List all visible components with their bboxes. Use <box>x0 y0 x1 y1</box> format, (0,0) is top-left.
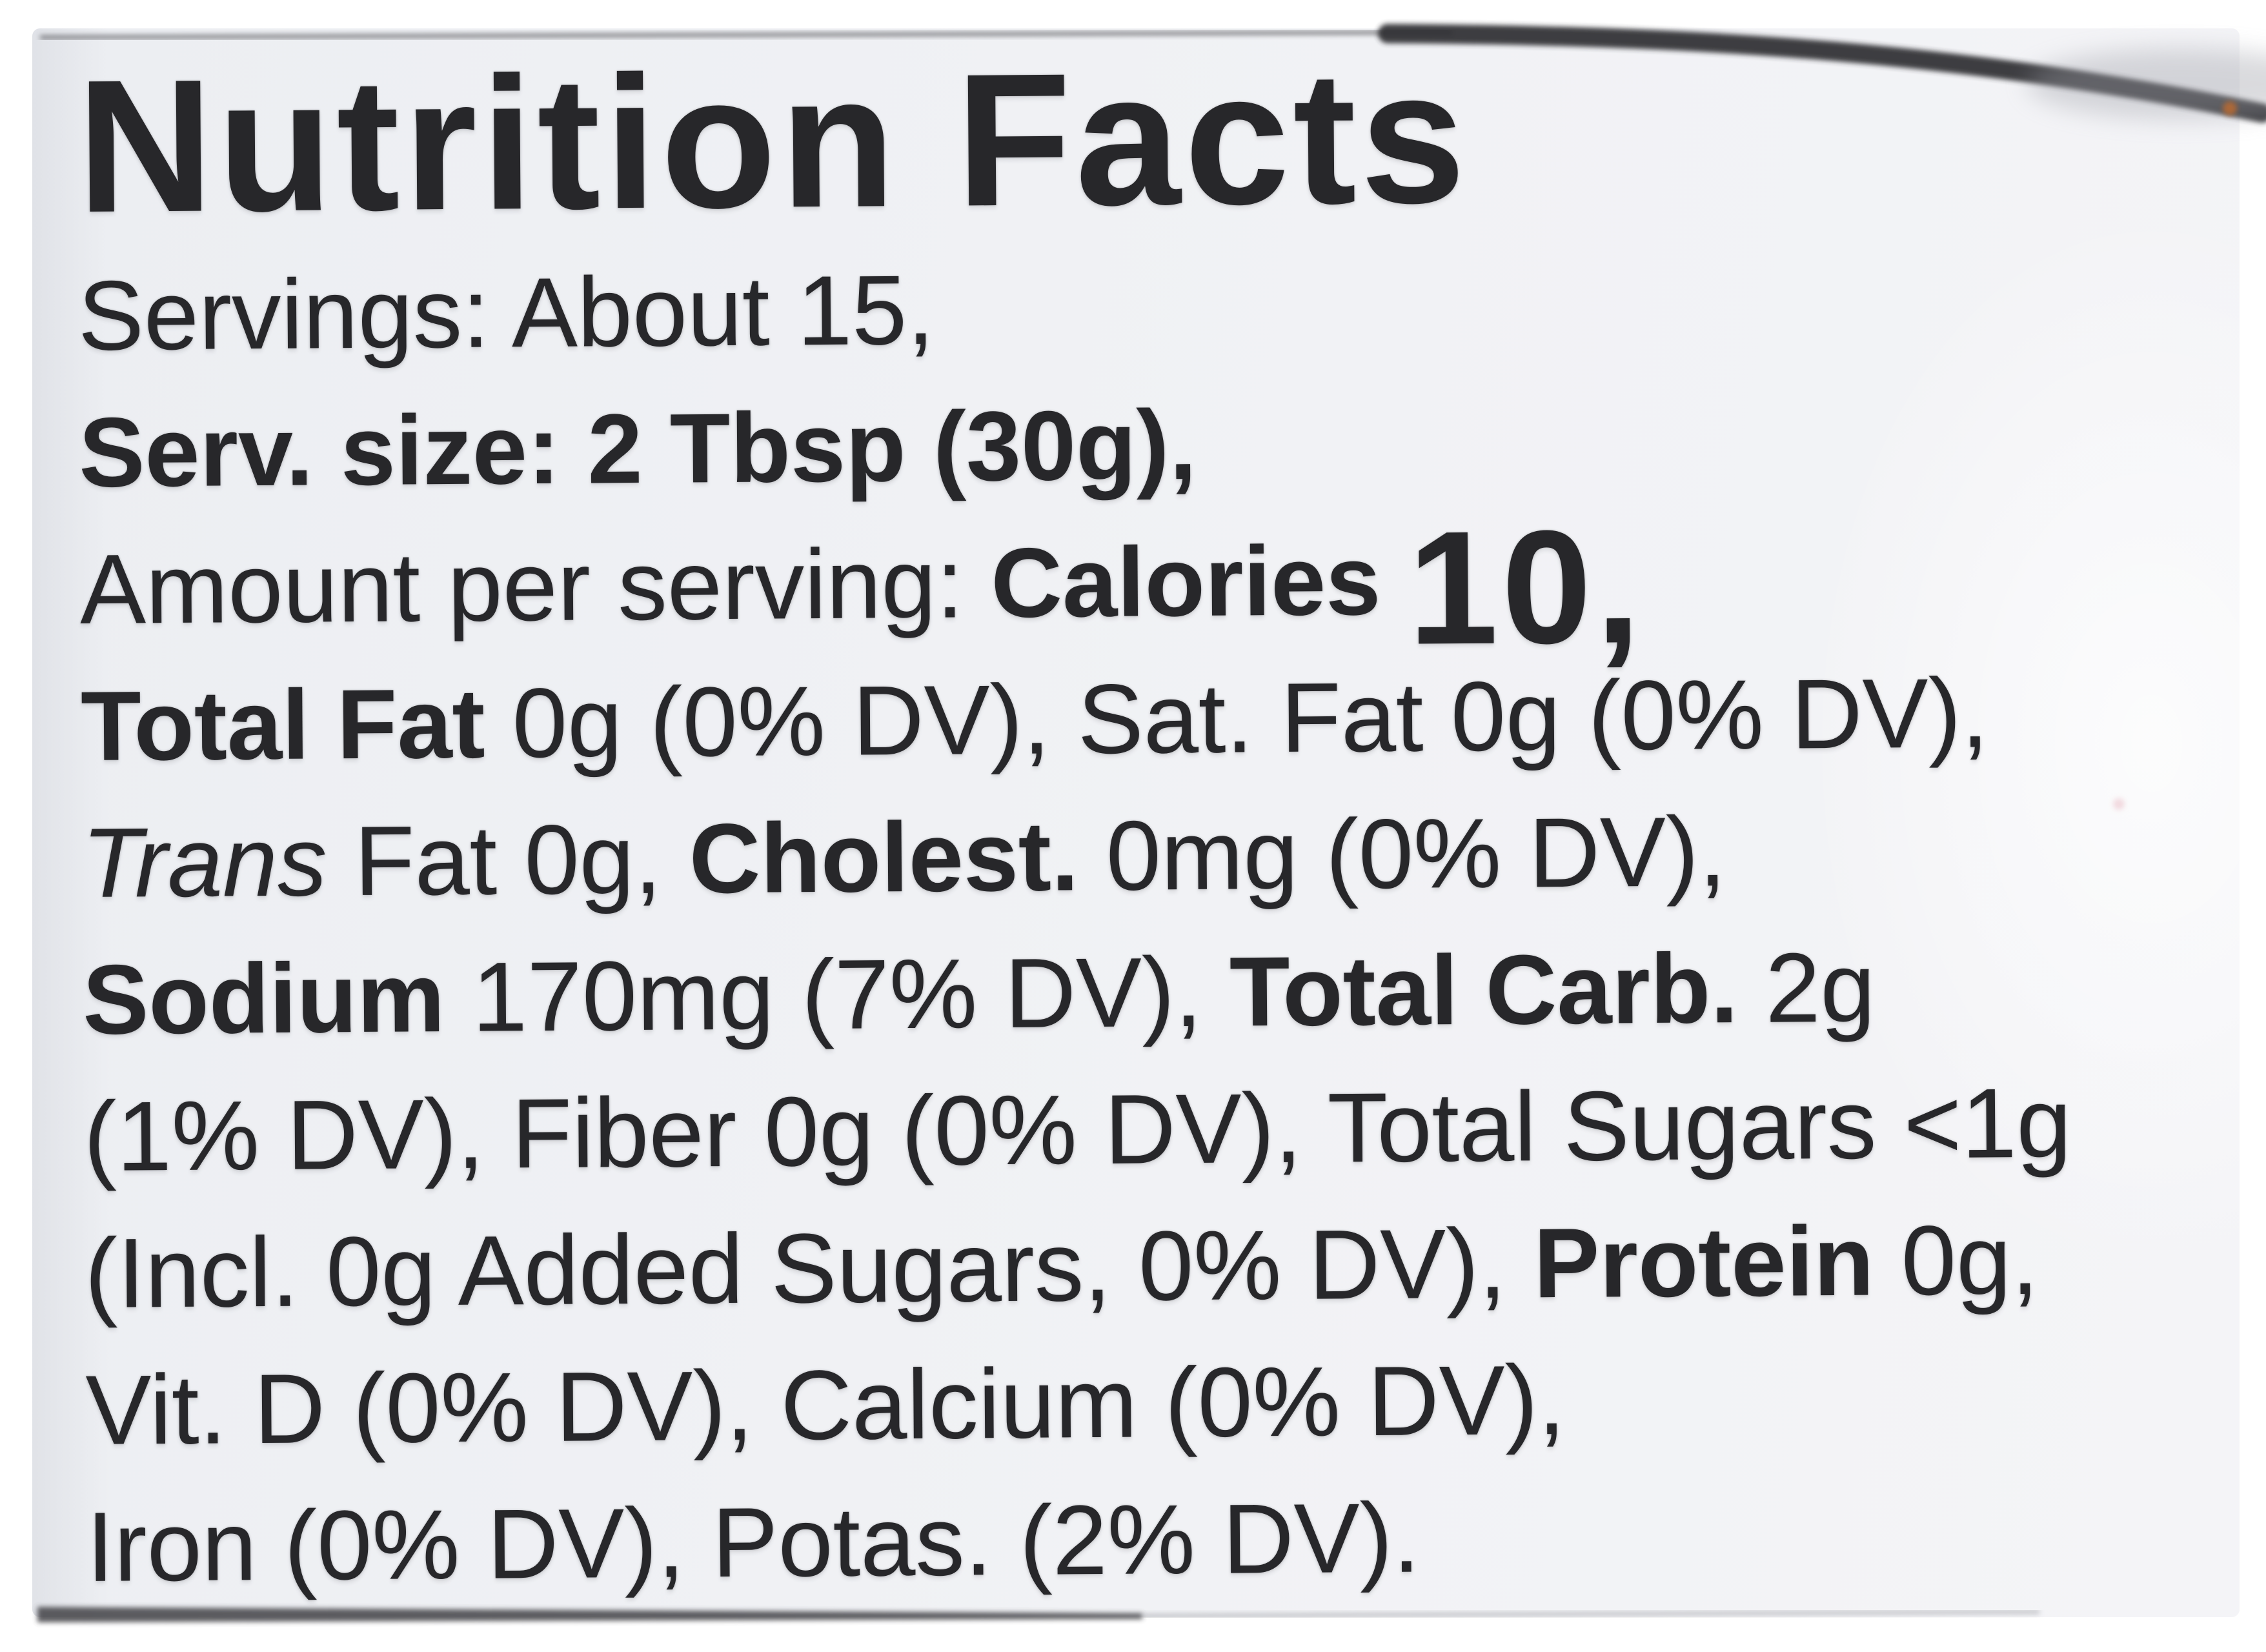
fat-line: Total Fat 0g (0% DV), Sat. Fat 0g (0% DV… <box>81 643 2240 795</box>
text-segment: Amount per serving: <box>79 528 992 645</box>
text-segment: 170mg (7% DV), <box>472 936 1230 1053</box>
label-photo <box>32 28 2240 1617</box>
servings-line: Servings: About 15, <box>77 233 2237 385</box>
vitd-calcium-line: Vit. D (0% DV), Calcium (0% DV), <box>85 1327 2245 1479</box>
text-segment: Cholest. <box>689 800 1107 914</box>
text-segment: 0g, <box>1901 1204 2039 1316</box>
nutrition-facts-title: Nutrition Facts <box>76 31 1470 252</box>
sodium-carb-line: Sodium 170mg (7% DV), Total Carb. 2g <box>83 917 2242 1069</box>
text-segment: (Incl. 0g Added Sugars, 0% DV), <box>84 1208 1534 1329</box>
text-segment: Servings: About 15, <box>77 254 935 371</box>
text-segment: Iron (0% DV), Potas. (2% DV). <box>86 1482 1421 1602</box>
text-segment: Serv. size: 2 Tbsp (30g), <box>78 389 1197 508</box>
text-segment: Total Carb. <box>1229 932 1766 1047</box>
label-rows: Servings: About 15, Serv. size: 2 Tbsp (3… <box>77 233 2246 1616</box>
text-segment: Fat 0g, <box>354 803 690 917</box>
text-segment: Sodium <box>82 942 473 1055</box>
nutrition-label: Nutrition Facts Servings: About 15, Serv.… <box>76 31 2246 1616</box>
calories-line: Amount per serving: Calories 10, <box>79 496 2239 678</box>
text-segment: Protein <box>1533 1205 1902 1319</box>
serving-size-line: Serv. size: 2 Tbsp (30g), <box>79 370 2238 521</box>
text-segment: 2g <box>1765 932 1876 1043</box>
text-segment: Trans <box>81 806 355 918</box>
text-segment: (1% DV), Fiber 0g (0% DV), Total Sugars … <box>83 1067 2072 1192</box>
text-segment: 0g (0% DV), Sat. Fat 0g (0% DV), <box>512 658 1989 779</box>
text-segment: Vit. D (0% DV), Calcium (0% DV), <box>85 1344 1566 1466</box>
trans-cholesterol-line: Trans Fat 0g, Cholest. 0mg (0% DV), <box>81 780 2241 932</box>
fiber-sugars-line: (1% DV), Fiber 0g (0% DV), Total Sugars … <box>83 1054 2243 1205</box>
iron-potassium-line: Iron (0% DV), Potas. (2% DV). <box>86 1464 2245 1616</box>
text-segment: Calories <box>990 525 1409 639</box>
added-sugars-protein-line: (Incl. 0g Added Sugars, 0% DV), Protein … <box>84 1191 2243 1342</box>
text-segment: Total Fat <box>80 668 513 781</box>
text-segment: 0mg (0% DV), <box>1106 796 1727 911</box>
